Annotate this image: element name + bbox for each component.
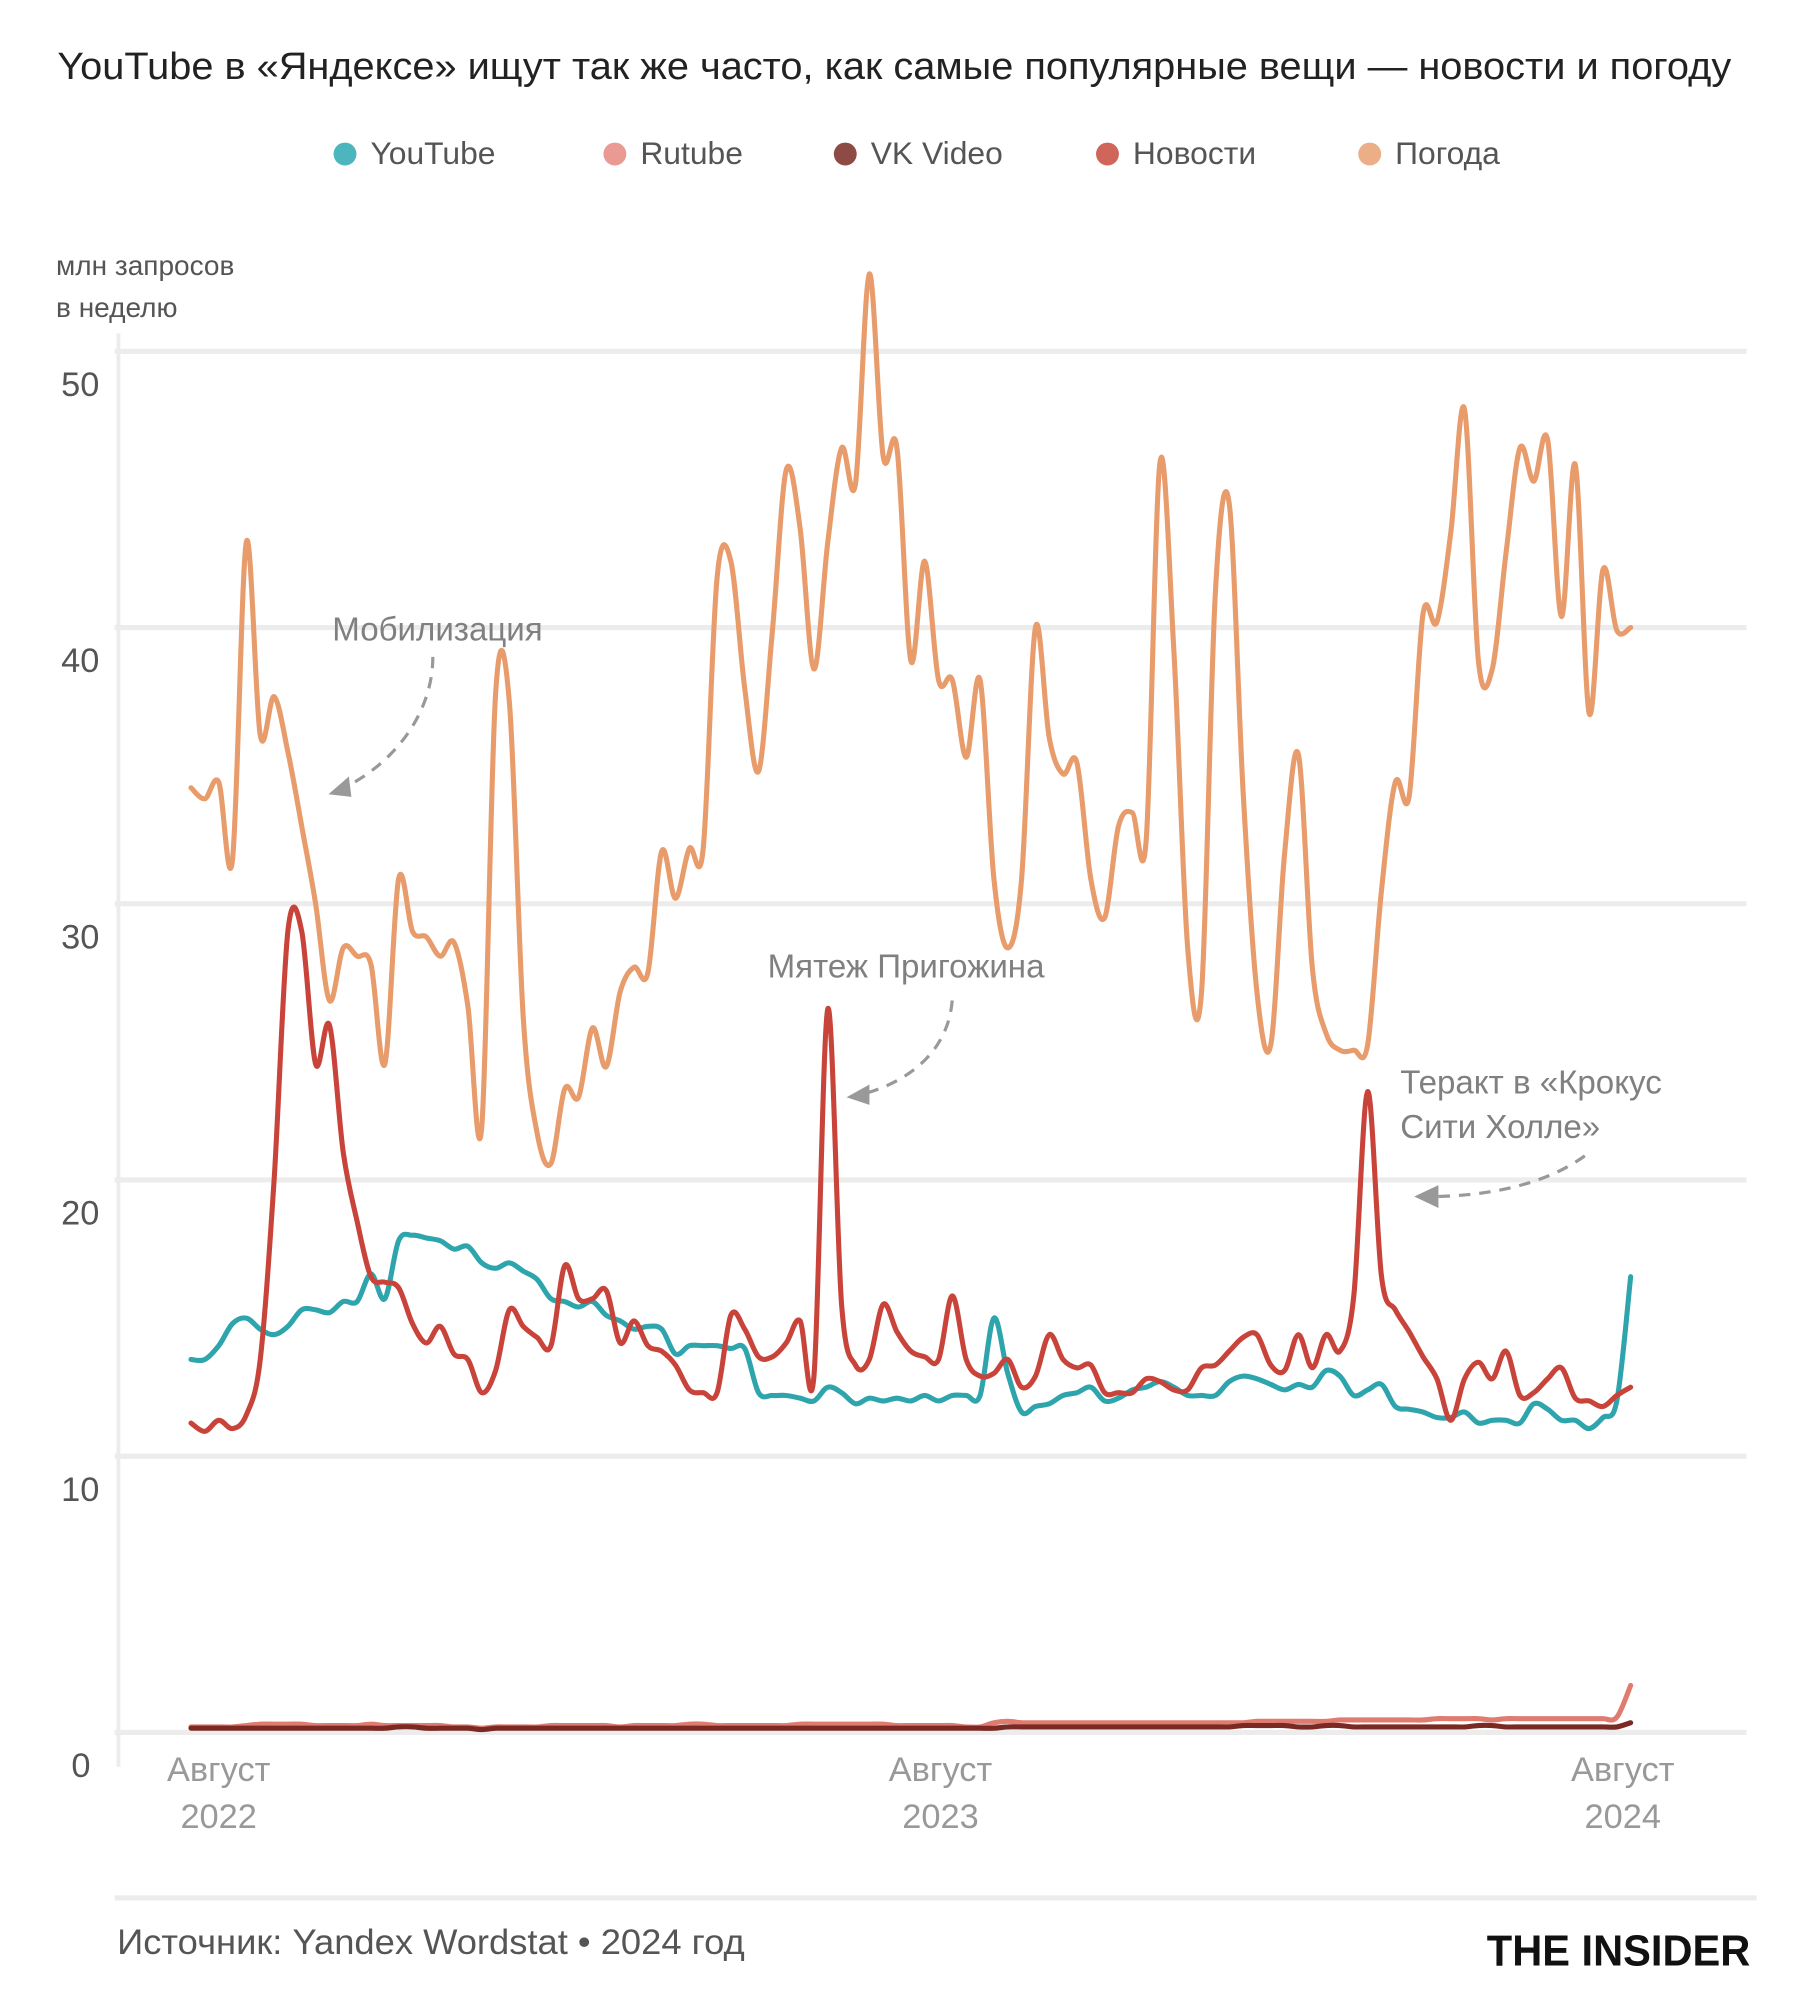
svg-text:Сити Холле»: Сити Холле» <box>1400 1109 1600 1146</box>
series-line-Новости <box>188 904 1634 1434</box>
annotation-prigozhin: Мятеж Пригожина <box>768 949 1045 1105</box>
arrow-head-icon <box>328 776 352 797</box>
series-line-Погода <box>188 271 1634 1168</box>
series-line-YouTube <box>188 1231 1634 1432</box>
source-note: Источник: Yandex Wordstat • 2024 год <box>117 1922 745 1962</box>
series-lines <box>188 271 1634 1733</box>
legend-item-Rutube: Rutube <box>603 135 743 171</box>
legend-label: Новости <box>1133 135 1256 171</box>
legend-dot-icon <box>603 142 627 166</box>
legend-item-VK Video: VK Video <box>833 135 1003 171</box>
svg-text:Теракт в «Крокус: Теракт в «Крокус <box>1400 1064 1662 1101</box>
x-axis-ticks: Август 2022 Август 2023 Август 2024 <box>167 1751 1675 1836</box>
arrow-head-icon <box>1414 1185 1439 1208</box>
annotation-crocus: Теракт в «Крокус Сити Холле» <box>1400 1064 1662 1208</box>
svg-text:Мобилизация: Мобилизация <box>332 611 542 648</box>
annotation-mobilization: Мобилизация <box>328 611 543 797</box>
legend-item-Погода: Погода <box>1358 135 1500 171</box>
x-tick-label: Август <box>889 1751 993 1789</box>
x-tick-label-year: 2024 <box>1585 1798 1661 1836</box>
legend-dot-icon <box>333 142 357 166</box>
y-tick-label: 20 <box>61 1195 99 1233</box>
y-tick-label: 10 <box>61 1471 99 1509</box>
x-tick-label-year: 2022 <box>180 1798 256 1836</box>
legend-label: VK Video <box>871 135 1003 171</box>
y-tick-label: 50 <box>61 366 99 404</box>
legend-dot-icon <box>833 142 857 166</box>
legend-item-Новости: Новости <box>1096 135 1256 171</box>
x-tick-label: Август <box>1571 1751 1675 1789</box>
y-axis-label-line2: в неделю <box>56 292 177 323</box>
y-tick-label: 30 <box>61 918 99 956</box>
legend: YouTube Rutube VK Video Новости Погода <box>333 135 1500 171</box>
legend-item-YouTube: YouTube <box>333 135 495 171</box>
series-line-Rutube <box>188 1682 1634 1731</box>
legend-label: Rutube <box>640 135 743 171</box>
svg-text:Мятеж Пригожина: Мятеж Пригожина <box>768 949 1045 986</box>
the-insider-logo: THE INSIDER <box>1487 1927 1750 1975</box>
y-tick-label: 40 <box>61 642 99 680</box>
y-tick-label: 0 <box>71 1747 90 1785</box>
arrow-head-icon <box>846 1084 870 1105</box>
legend-dot-icon <box>1358 142 1382 166</box>
x-tick-label-year: 2023 <box>902 1798 978 1836</box>
x-tick-label: Август <box>167 1751 271 1789</box>
y-axis-label: млн запросов <box>56 250 234 281</box>
series-line-VK Video <box>188 1720 1634 1733</box>
legend-label: YouTube <box>370 135 495 171</box>
legend-label: Погода <box>1395 135 1500 171</box>
legend-dot-icon <box>1096 142 1119 166</box>
chart-title: YouTube в «Яндексе» ищут так же часто, к… <box>57 45 1732 88</box>
